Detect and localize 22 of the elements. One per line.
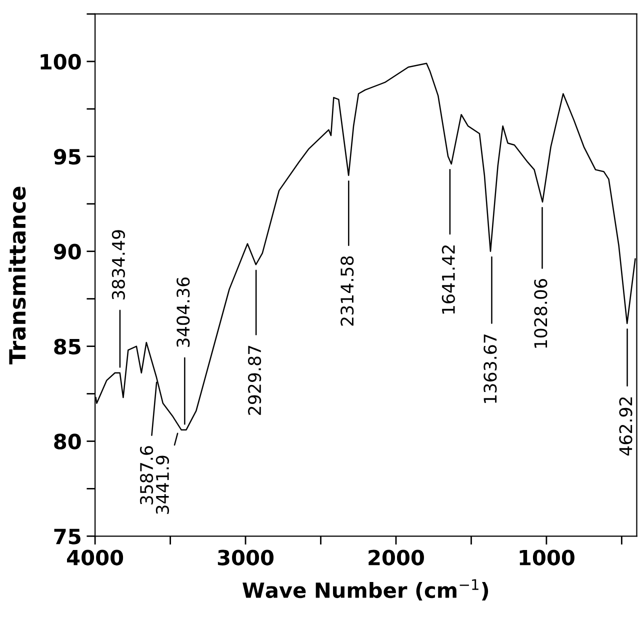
y-tick-label: 90 <box>54 244 81 260</box>
x-tick-label: 4000 <box>67 550 124 566</box>
annotation: 3587.6 <box>140 446 154 504</box>
x-tick-label: 2000 <box>368 550 424 566</box>
y-tick-label: 100 <box>40 54 81 70</box>
y-tick-label: 80 <box>54 434 81 450</box>
y-tick-label: 95 <box>54 148 80 165</box>
x-tick-label: 3000 <box>218 550 274 566</box>
annotation: 1028.06 <box>534 279 548 348</box>
annotation: 2929.87 <box>248 346 262 415</box>
annotation: 2314.58 <box>340 256 354 326</box>
y-tick-label: 75 <box>54 528 80 544</box>
annotation: 462.92 <box>619 397 632 456</box>
annotation: 3441.9 <box>156 456 170 514</box>
annotation: 3834.49 <box>112 230 125 300</box>
x-axis-title: Wave Number (cm$^{−1}$) <box>242 579 488 601</box>
annotation: 1641.42 <box>442 245 455 314</box>
annotation: 3404.36 <box>176 277 190 347</box>
y-tick-label: 85 <box>54 338 80 354</box>
y-axis-title: Transmittance <box>8 186 26 364</box>
annotation: 1363.67 <box>484 334 497 403</box>
x-tick-label: 1000 <box>520 550 574 566</box>
